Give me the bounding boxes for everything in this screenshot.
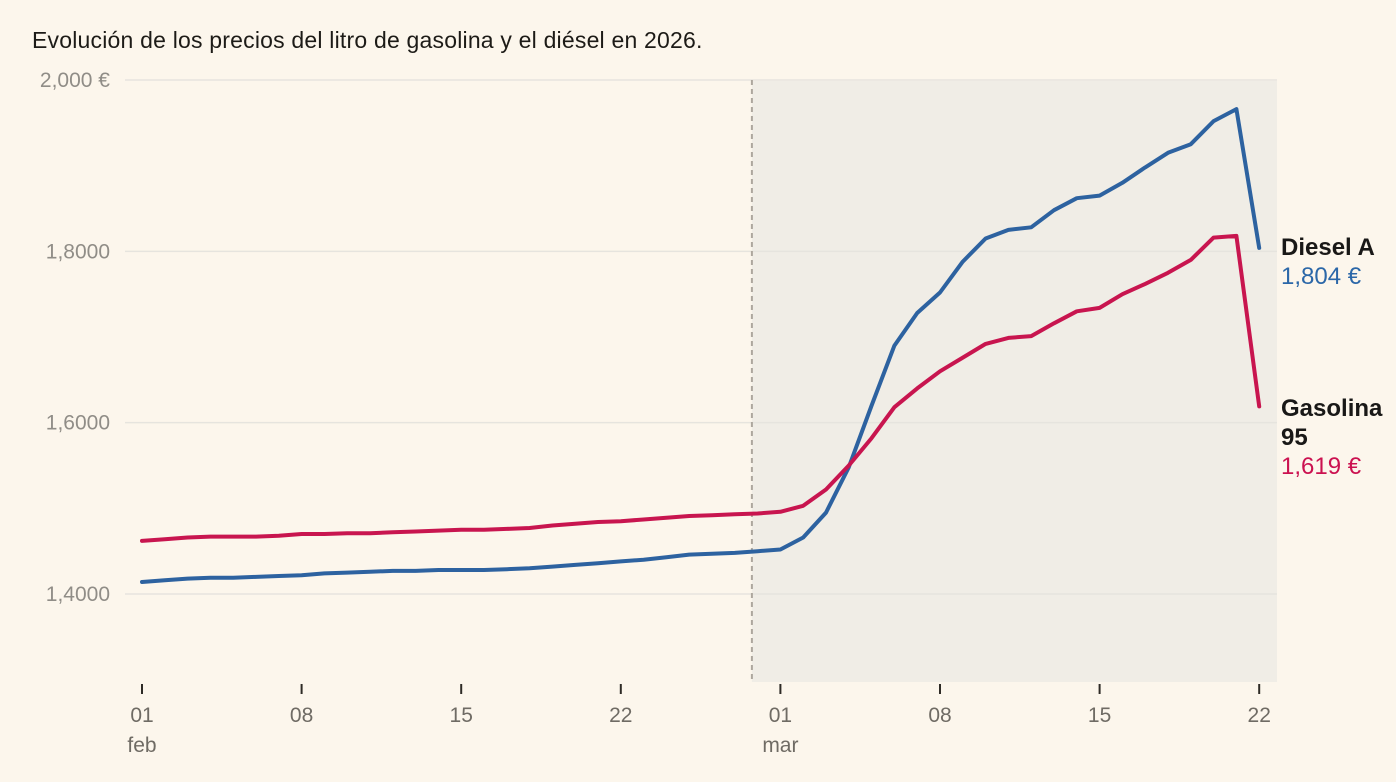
- y-tick-label: 1,8000: [46, 240, 110, 263]
- x-tick-label: 08: [290, 704, 313, 727]
- x-tick-label: 01: [130, 704, 153, 727]
- forecast-shade-region: [751, 81, 1277, 682]
- chart-title: Evolución de los precios del litro de ga…: [32, 27, 703, 54]
- x-tick-label: 15: [1088, 704, 1111, 727]
- diesel-series-name: Diesel A: [1281, 234, 1375, 261]
- gasolina-95-line: [140, 233, 1262, 543]
- x-month-label: mar: [762, 734, 798, 757]
- diesel-a-line: [140, 107, 1262, 584]
- gasolina-series-price: 1,619 €: [1281, 453, 1362, 480]
- x-tick-label: 22: [609, 704, 632, 727]
- x-tick-label: 01: [769, 704, 792, 727]
- x-tick-label: 08: [928, 704, 951, 727]
- x-tick-label: 22: [1248, 704, 1271, 727]
- gasolina-series-name: Gasolina 95: [1281, 395, 1383, 451]
- y-tick-label: 1,6000: [46, 412, 110, 435]
- diesel-series-label: Diesel A 1,804 €: [1281, 233, 1393, 291]
- y-tick-label: 2,000 €: [40, 69, 110, 92]
- x-tick-label: 15: [450, 704, 473, 727]
- x-month-label: feb: [127, 734, 156, 757]
- diesel-series-price: 1,804 €: [1281, 263, 1362, 290]
- y-tick-label: 1,4000: [46, 583, 110, 606]
- gasolina-series-label: Gasolina 95 1,619 €: [1281, 394, 1393, 481]
